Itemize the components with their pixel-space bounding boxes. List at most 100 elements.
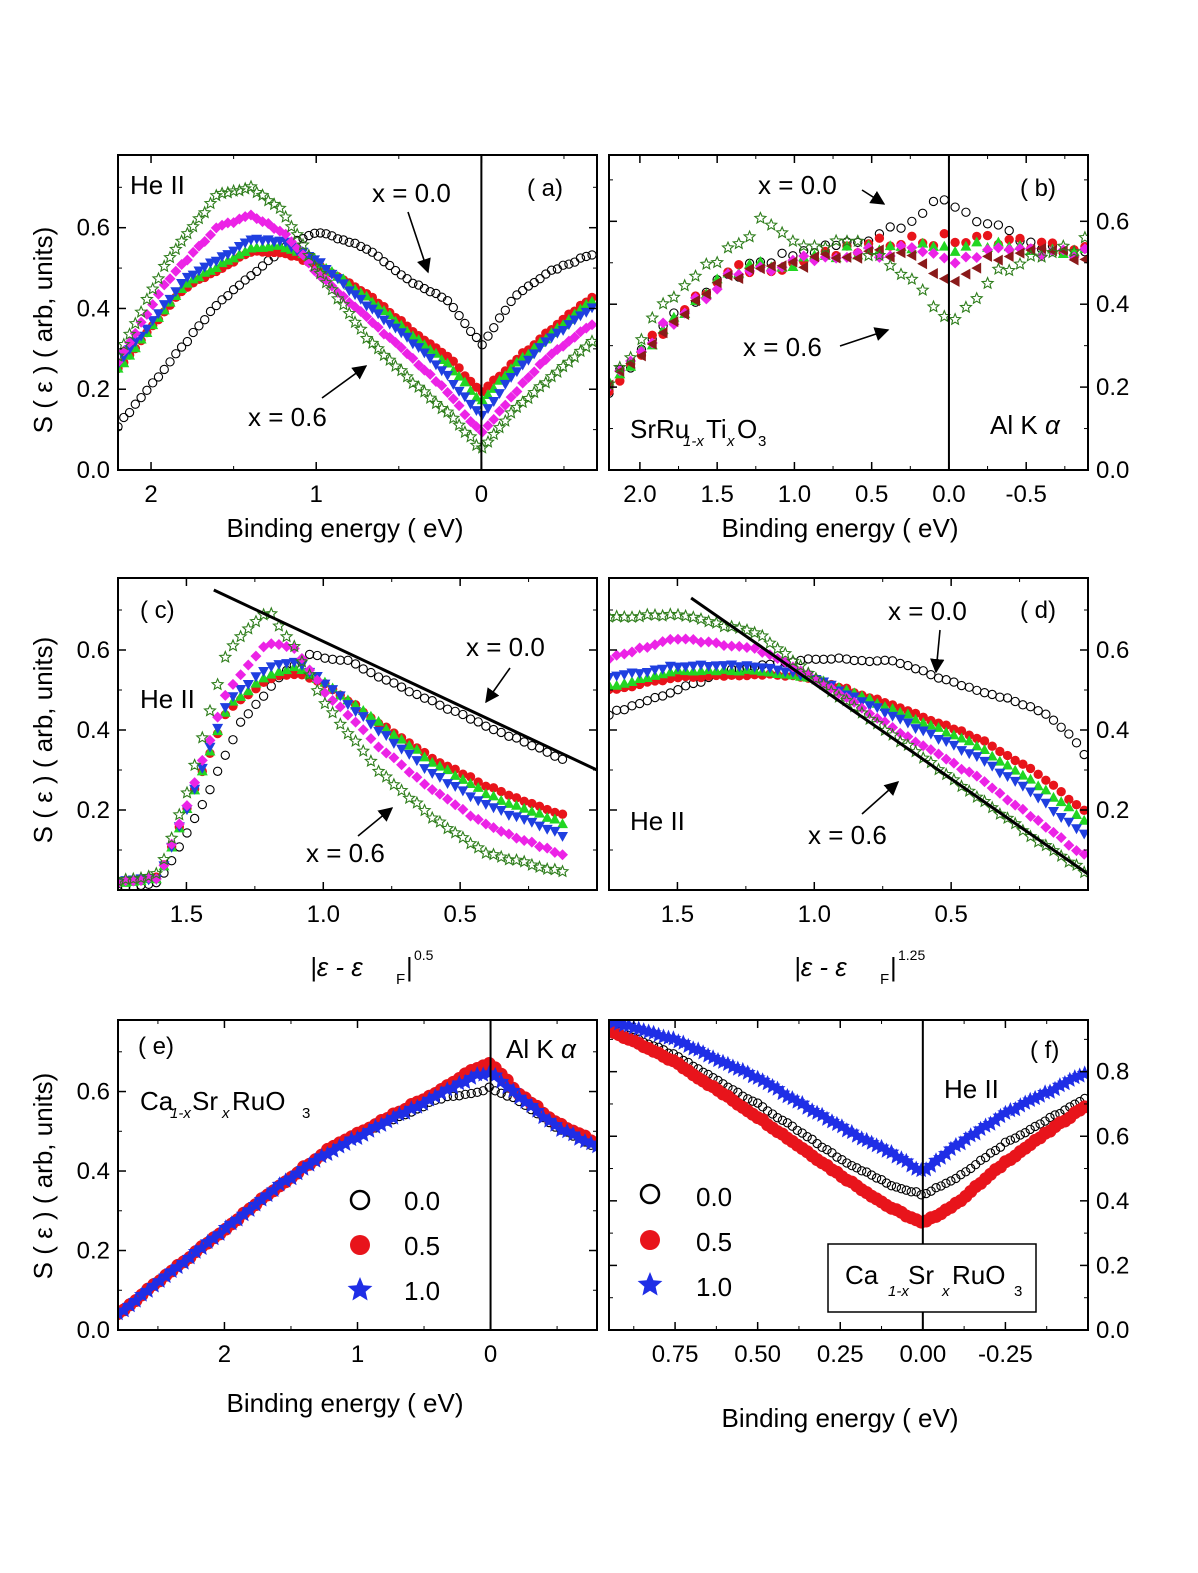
marker-e-2-11 [175,1254,192,1270]
marker-a-0-78 [564,259,574,269]
frame-c [117,577,598,891]
marker-c-3-27 [319,679,331,690]
marker-d-3-11 [687,661,699,672]
marker-a-3-15 [199,262,211,273]
marker-b-5-29 [915,282,930,296]
marker-e-2-40 [349,1129,366,1145]
marker-e-2-54 [433,1085,450,1101]
marker-a-3-8 [158,300,170,311]
marker-b-4-3 [635,350,646,362]
marker-c-5-37 [394,783,409,797]
marker-c-3-54 [526,817,538,828]
marker-d-3-38 [894,714,906,725]
xtick-label-e-1: 1 [351,1341,364,1368]
marker-d-0-40 [910,664,921,674]
marker-a-3-51 [407,339,419,350]
marker-d-3-50 [986,761,998,772]
marker-d-3-1 [611,671,623,682]
marker-f-0-78 [990,1145,1001,1156]
marker-c-5-52 [509,853,524,866]
marker-a-5-41 [348,315,362,329]
marker-c-2-55 [534,807,546,818]
marker-a-3-21 [233,241,245,252]
marker-f-2-67 [933,1149,949,1165]
xtick-label-f-2: 0.25 [817,1341,864,1368]
svg-text:x: x [726,433,735,450]
svg-text:Ti: Ti [706,414,727,444]
marker-b-5-7 [677,278,692,292]
svg-text:α: α [1045,410,1061,440]
marker-f-0-44 [822,1145,832,1155]
marker-a-5-37 [325,282,339,296]
marker-a-5-31 [290,227,305,241]
svg-text:x: x [941,1283,950,1300]
marker-a-0-2 [124,407,135,418]
marker-d-3-10 [680,662,692,673]
marker-d-0-28 [818,654,829,664]
marker-c-4-26 [311,674,323,686]
marker-d-2-50 [986,750,998,761]
marker-a-3-66 [494,389,506,399]
marker-d-1-7 [657,675,668,686]
marker-c-3-20 [265,662,277,673]
alka-label-e: Al K α [506,1034,577,1064]
marker-a-1-64 [483,381,493,391]
ylabel-a: S ( ε ) ( arb, units) [28,227,58,434]
marker-c-4-36 [388,752,400,764]
marker-d-3-36 [879,708,891,719]
marker-d-3-42 [925,729,937,740]
marker-a-4-60 [459,409,471,421]
marker-c-3-46 [465,792,477,803]
marker-d-2-55 [1025,773,1037,784]
marker-d-4-0 [609,653,615,665]
marker-a-4-43 [361,311,373,323]
marker-a-3-55 [430,360,442,371]
marker-b-4-9 [700,288,711,300]
marker-c-4-47 [472,813,484,825]
marker-d-1-44 [941,720,951,730]
marker-c-5-27 [318,696,332,710]
marker-d-5-14 [709,615,724,629]
marker-d-0-9 [673,685,683,695]
marker-e-2-9 [163,1262,180,1278]
marker-c-5-30 [341,726,355,740]
marker-e-2-50 [409,1098,426,1114]
marker-a-0-53 [419,283,430,294]
marker-a-5-26 [261,193,276,207]
marker-d-5-18 [740,622,754,637]
fit-line-c [213,588,597,772]
marker-c-0-13 [212,766,223,776]
marker-b-5-14 [753,211,768,225]
marker-d-2-60 [1063,801,1075,812]
marker-b-1-12 [734,260,744,270]
marker-b-5-33 [959,300,973,314]
marker-a-5-57 [440,404,455,418]
marker-f-0-84 [1020,1127,1030,1138]
xtick-label-d-0: 1.5 [661,901,694,928]
marker-b-5-44 [1078,230,1088,244]
marker-c-4-24 [296,653,308,665]
marker-b-4-11 [722,270,733,282]
marker-a-0-14 [194,321,204,331]
panel-b [609,155,1088,470]
marker-b-4-17 [787,256,798,268]
marker-d-0-62 [1079,749,1088,760]
marker-a-3-9 [164,294,176,305]
marker-a-3-50 [401,332,413,343]
marker-a-0-17 [211,300,221,311]
marker-f-2-78 [987,1111,1004,1127]
marker-c-4-21 [273,639,285,651]
marker-a-5-5 [140,292,154,306]
marker-a-3-10 [170,287,182,298]
marker-d-5-12 [694,612,708,625]
marker-d-2-36 [879,701,891,711]
panel-label-f: ( f) [1030,1037,1059,1064]
marker-f-0-82 [1010,1133,1020,1143]
marker-c-5-31 [348,733,363,747]
marker-c-5-15 [226,638,240,652]
marker-f-2-90 [1047,1080,1063,1097]
marker-b-2-17 [787,261,799,271]
marker-e-2-29 [283,1170,300,1186]
marker-a-5-81 [579,339,594,353]
marker-a-5-9 [163,250,177,264]
